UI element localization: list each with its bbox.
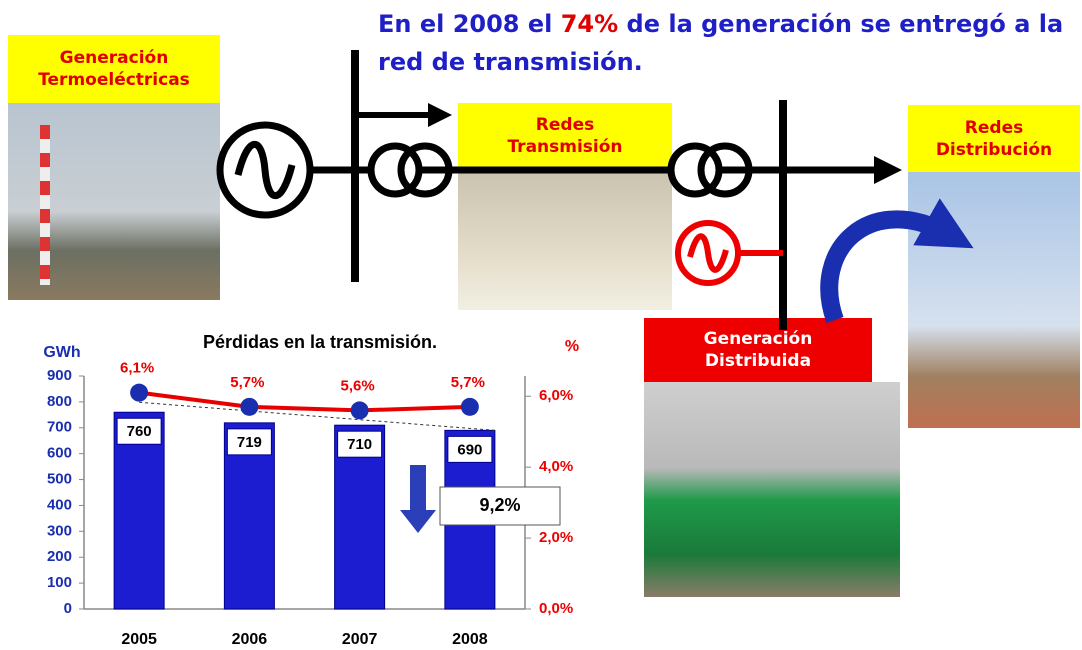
line-value-label: 5,7%: [451, 374, 485, 391]
y-tick-label: 300: [47, 522, 72, 539]
y2-tick-label: 2,0%: [539, 529, 573, 546]
y-tick-label: 0: [64, 600, 72, 617]
bar-label: 760: [127, 423, 152, 440]
line-value-label: 5,7%: [230, 374, 264, 391]
y-tick-label: 900: [47, 367, 72, 384]
slide: {"header": {"line1": ["En el 2008 el ", …: [0, 0, 1082, 650]
y-tick-label: 400: [47, 496, 72, 513]
curved-arrow: [829, 219, 950, 320]
line-point: [240, 398, 258, 416]
line-value-label: 5,6%: [341, 377, 375, 394]
x-tick-label: 2007: [342, 631, 378, 648]
line-point: [130, 384, 148, 402]
line-value-label: 6,1%: [120, 360, 154, 377]
y2-tick-label: 4,0%: [539, 458, 573, 475]
annotation: 9,2%: [479, 495, 520, 515]
y2-axis-label: %: [565, 338, 579, 355]
line-point: [351, 401, 369, 419]
x-tick-label: 2008: [452, 631, 488, 648]
x-tick-label: 2006: [232, 631, 268, 648]
y-tick-label: 100: [47, 574, 72, 591]
bar-label: 719: [237, 434, 262, 451]
x-tick-label: 2005: [121, 631, 157, 648]
y-axis-label: GWh: [43, 344, 80, 361]
line-point: [461, 398, 479, 416]
y-tick-label: 500: [47, 471, 72, 488]
y2-tick-label: 0,0%: [539, 600, 573, 617]
line-series: [139, 393, 470, 411]
down-arrow: [400, 465, 436, 533]
y2-tick-label: 6,0%: [539, 387, 573, 404]
y-tick-label: 200: [47, 548, 72, 565]
chart-title: Pérdidas en la transmisión.: [203, 332, 437, 352]
bar-label: 690: [457, 441, 482, 458]
chart: Pérdidas en la transmisión. GWh % 0 100 20…: [43, 332, 579, 648]
diagram: Pérdidas en la transmisión. GWh % 0 100 20…: [0, 0, 1082, 650]
y-tick-label: 700: [47, 419, 72, 436]
bar-label: 710: [347, 436, 372, 453]
y-tick-label: 600: [47, 445, 72, 462]
y-tick-label: 800: [47, 393, 72, 410]
